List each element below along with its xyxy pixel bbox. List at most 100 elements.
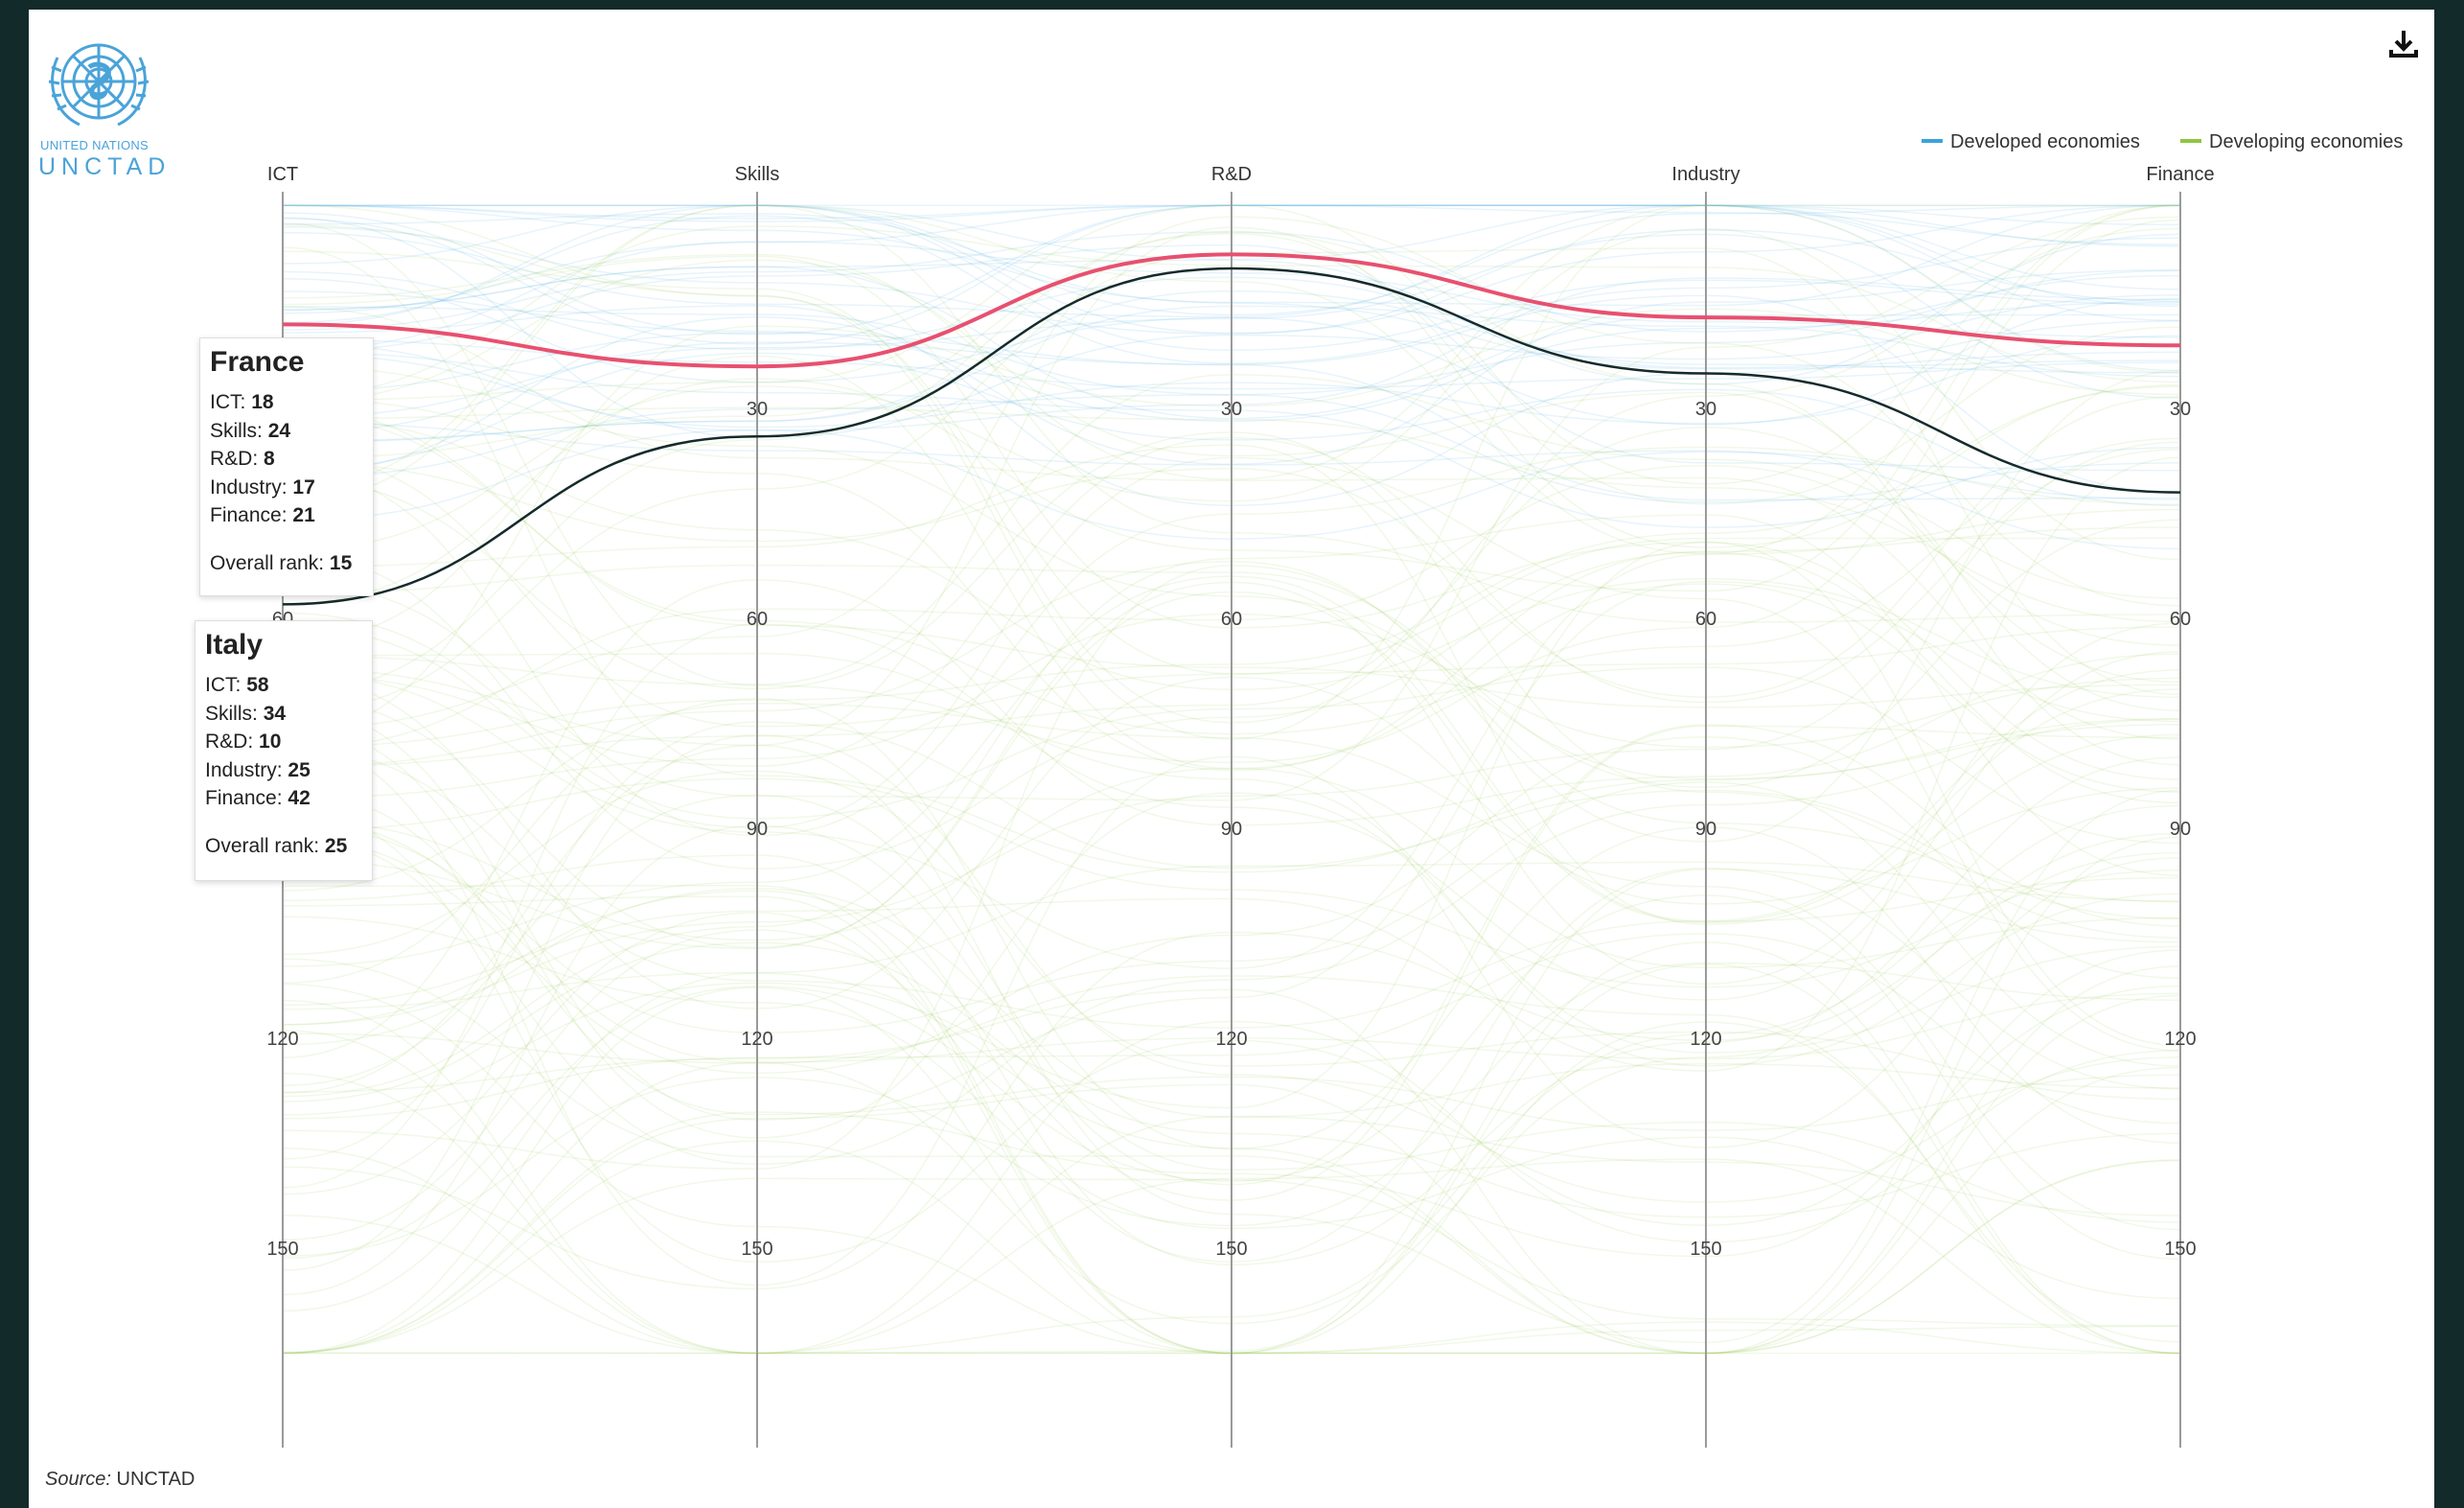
tooltip-finance: Finance: 21 — [210, 504, 315, 526]
tooltip-skills: Skills: 34 — [205, 702, 287, 725]
download-button[interactable] — [2386, 27, 2421, 61]
developing-economy-line — [282, 805, 2181, 1264]
developing-economy-line — [282, 894, 2181, 1260]
tick-label: 90 — [1695, 819, 1716, 840]
developing-economy-line — [282, 406, 2181, 623]
highlight-line-france[interactable] — [282, 252, 2181, 369]
developing-economy-line — [282, 817, 2181, 1063]
developing-economy-line — [282, 541, 2181, 1116]
un-emblem-icon — [36, 29, 180, 192]
developing-economy-line — [282, 1140, 2181, 1355]
tick-label: 30 — [2170, 399, 2191, 420]
developing-economy-line — [282, 355, 2181, 793]
legend-item[interactable]: Developing economies — [2209, 131, 2403, 152]
logo-caption: UNITED NATIONS — [40, 138, 150, 152]
source-label: Source: — [45, 1469, 111, 1490]
developed-economy-line — [282, 233, 2181, 419]
chart-panel: ICT 30 60 90 120 150 Skills 30 60 90 120 150 R&D 30 60… — [29, 10, 2434, 1508]
developing-economy-line — [282, 565, 2181, 1170]
tick-label: 60 — [2170, 609, 2191, 630]
tooltip-rd: R&D: 10 — [205, 731, 282, 753]
developing-economy-line — [282, 975, 2181, 1355]
developing-economy-line — [282, 697, 2181, 1150]
developing-economy-line — [282, 794, 2181, 1223]
tooltip-ict: ICT: 18 — [210, 391, 274, 413]
developing-economy-line — [282, 204, 2181, 485]
developing-economy-line — [282, 724, 2181, 1296]
tick-label: 30 — [1695, 399, 1716, 420]
developing-economy-line — [282, 396, 2181, 698]
developed-economy-line — [282, 268, 2181, 475]
developing-economy-line — [282, 884, 2181, 1355]
developing-economy-line — [282, 464, 2181, 751]
highlighted-lines — [282, 252, 2181, 606]
developing-economy-line — [282, 1215, 2181, 1355]
tick-label: 60 — [1695, 609, 1716, 630]
developing-economy-line — [282, 519, 2181, 788]
developing-economy-line — [282, 739, 2181, 1287]
axis-title: Skills — [735, 164, 780, 185]
tick-label: 30 — [1221, 399, 1242, 420]
developing-economy-line — [282, 204, 2181, 675]
developing-economy-line — [282, 789, 2181, 1131]
axis-title: Industry — [1671, 164, 1739, 185]
tick-label: 120 — [1690, 1029, 1721, 1050]
tick-label: 120 — [2164, 1029, 2196, 1050]
highlight-line-italy[interactable] — [282, 267, 2181, 606]
developing-economy-line — [282, 721, 2181, 1160]
developing-economy-line — [282, 579, 2181, 1058]
developing-economy-line — [282, 781, 2181, 1067]
developing-economy-line — [282, 204, 2181, 555]
tick-label: 150 — [266, 1239, 298, 1260]
developing-economy-line — [282, 204, 2181, 623]
developing-economy-line — [282, 508, 2181, 969]
tick-label: 60 — [1221, 609, 1242, 630]
tick-label: 30 — [747, 399, 768, 420]
developing-economy-line — [282, 623, 2181, 1189]
developed-economy-line — [282, 244, 2181, 472]
developing-economy-line — [282, 581, 2181, 986]
logo-wordmark: UNCTAD — [38, 153, 172, 180]
developing-economy-line — [282, 446, 2181, 837]
tick-label: 120 — [1215, 1029, 1247, 1050]
tooltip-country-name: France — [210, 346, 305, 378]
legend: Developed economies Developing economies — [1922, 131, 2403, 152]
developing-economy-line — [282, 963, 2181, 1355]
axes: ICT 30 60 90 120 150 Skills 30 60 90 120 150 R&D 30 60… — [266, 164, 2215, 1448]
tick-label: 120 — [741, 1029, 772, 1050]
developed-economy-line — [282, 204, 2181, 345]
developing-economy-line — [282, 674, 2181, 1009]
developing-economy-line — [282, 851, 2181, 1290]
developing-economy-line — [282, 933, 2181, 1125]
developing-economy-line — [282, 385, 2181, 749]
legend-item[interactable]: Developed economies — [1950, 131, 2140, 152]
developing-economy-line — [282, 718, 2181, 1166]
tooltip-france: France ICT: 18 Skills: 24 R&D: 8 Industr… — [199, 337, 374, 596]
tick-label: 150 — [2164, 1239, 2196, 1260]
developing-economy-line — [282, 734, 2181, 1271]
developing-economy-line — [282, 1115, 2181, 1355]
developing-economy-line — [282, 804, 2181, 1355]
developed-economy-line — [282, 204, 2180, 336]
developing-economy-line — [282, 228, 2181, 561]
developing-economy-line — [282, 397, 2181, 772]
tooltip-ict: ICT: 58 — [205, 674, 269, 696]
download-icon — [2389, 31, 2418, 58]
developing-economy-line — [282, 370, 2181, 843]
tooltip-skills: Skills: 24 — [210, 419, 291, 442]
parallel-coordinates-chart: ICT 30 60 90 120 150 Skills 30 60 90 120 150 R&D 30 60… — [266, 131, 2403, 1448]
developing-economy-line — [282, 1020, 2181, 1355]
developing-economy-line — [282, 451, 2181, 728]
developing-economy-line — [282, 744, 2181, 1344]
developed-economy-line — [282, 215, 2181, 364]
developing-economy-line — [282, 216, 2181, 801]
tooltip-overall-rank: Overall rank: 15 — [210, 551, 353, 574]
developing-economy-line — [282, 941, 2181, 1218]
developed-economy-line — [282, 351, 2181, 528]
developing-economy-line — [282, 308, 2181, 737]
developing-economy-line — [282, 888, 2181, 1119]
tooltip-rd: R&D: 8 — [210, 448, 275, 470]
tick-label: 90 — [747, 819, 768, 840]
developed-economy-line — [282, 204, 2181, 372]
developing-economy-line — [282, 988, 2181, 1355]
